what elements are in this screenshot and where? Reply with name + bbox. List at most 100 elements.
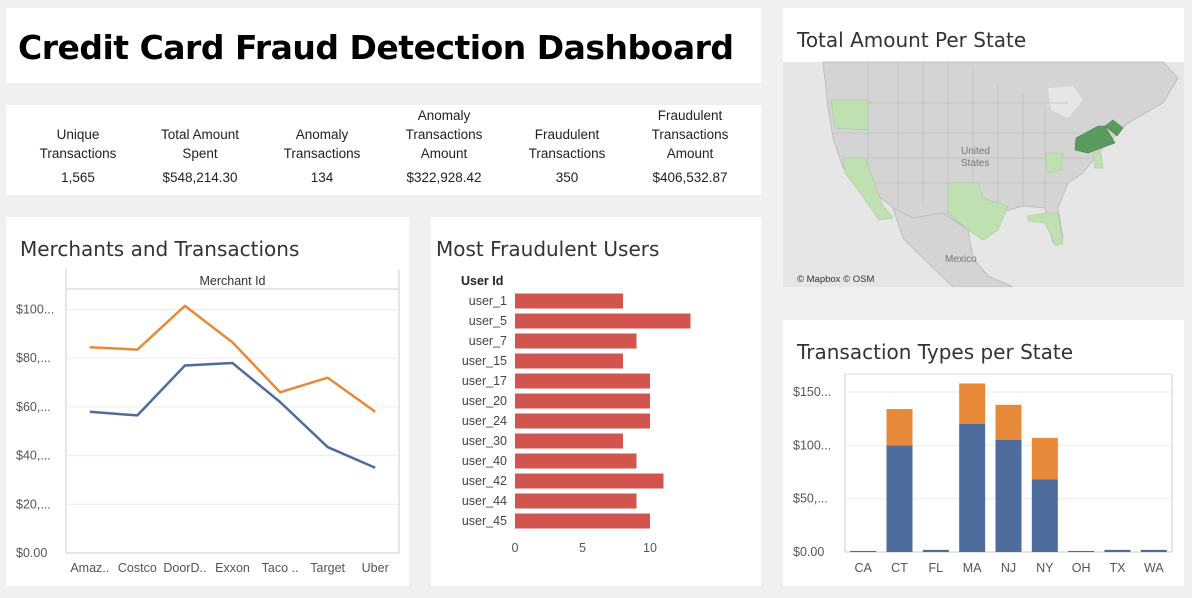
x-tick-label: 10 [643, 541, 657, 555]
kpi-value: $548,214.30 [162, 170, 238, 185]
map-attribution[interactable]: © Mapbox © OSM [797, 274, 875, 285]
y-tick-label: user_15 [462, 354, 507, 368]
x-tick-label: FL [929, 561, 944, 575]
x-tick-label: Costco [118, 561, 157, 575]
y-tick-label: $50,... [793, 492, 828, 506]
kpi-label-line: Transactions [283, 146, 361, 161]
bar-segment [959, 383, 986, 424]
bar [515, 313, 691, 329]
x-tick-label: TX [1110, 561, 1127, 575]
kpi-label-line: Transactions [651, 127, 729, 142]
transaction-types-bar-chart[interactable]: $0.00 $50,... $100... $150... CA CT FL MA NJ NY OH… [783, 320, 1184, 586]
x-tick-label: Exxon [215, 561, 250, 575]
bar-segment [1031, 479, 1058, 552]
header-cell [66, 269, 399, 289]
bar [515, 293, 623, 309]
kpi-value: 1,565 [61, 170, 95, 185]
state-tx [947, 182, 1009, 241]
transaction-types-panel: Transaction Types per State $0.00 $50,...… [783, 320, 1184, 586]
y-tick-label: user_40 [462, 454, 507, 468]
x-tick-label: DoorD.. [163, 561, 206, 575]
state-ca [842, 157, 894, 221]
kpi-value: $322,928.42 [406, 170, 482, 185]
bar [515, 453, 637, 469]
x-tick-label: Taco .. [262, 561, 299, 575]
bar-segment [922, 549, 949, 552]
x-tick-label: WA [1144, 561, 1164, 575]
kpi-panel: Unique Transactions 1,565 Total Amount Spe… [6, 105, 761, 195]
x-tick-label: Target [310, 561, 345, 575]
x-tick-label: NJ [1001, 561, 1016, 575]
x-tick-label: 5 [579, 541, 586, 555]
bar-segment [995, 440, 1022, 552]
kpi-total-amount-spent[interactable]: Total Amount Spent $548,214.30 [140, 105, 260, 195]
state-nj [1092, 152, 1104, 169]
x-tick-label: Uber [362, 561, 389, 575]
y-tick-label: $150... [793, 385, 831, 399]
y-tick-label: user_5 [469, 314, 507, 328]
kpi-label-line: Unique [56, 127, 100, 142]
series-line [89, 361, 376, 469]
bar-segment [886, 445, 913, 552]
y-tick-label: $0.00 [16, 546, 47, 560]
bar-segment [1140, 549, 1167, 552]
chart-title: Total Amount Per State [797, 28, 1027, 52]
y-tick-label: user_24 [462, 414, 507, 428]
kpi-label-line: Transactions [405, 127, 483, 142]
fraudulent-users-bar-chart[interactable]: User Id user_1 user_5 user_7 user_15 user_17u… [431, 217, 761, 586]
state-oh [1044, 152, 1064, 174]
y-tick-label: $100... [793, 438, 831, 452]
kpi-label-line: Transactions [39, 146, 117, 161]
y-tick-label: $40,... [16, 449, 51, 463]
bar-segment [1068, 550, 1095, 552]
kpi-label-line: Amount [666, 146, 714, 161]
bar [515, 493, 637, 509]
mexico-landmass [892, 207, 1014, 287]
kpi-label-line: Anomaly [417, 108, 471, 123]
y-tick-label: $80,... [16, 351, 51, 365]
map-label-us-2: States [961, 158, 989, 169]
bar-segment [886, 409, 913, 446]
x-tick-label: Amaz.. [70, 561, 109, 575]
kpi-anomaly-transactions-amount[interactable]: Anomaly Transactions Amount $322,928.42 [384, 105, 504, 195]
x-tick-label: OH [1072, 561, 1091, 575]
y-axis-title: User Id [461, 274, 503, 288]
kpi-unique-transactions[interactable]: Unique Transactions 1,565 [18, 105, 138, 195]
kpi-value: 350 [555, 170, 579, 185]
state-ny [1074, 125, 1116, 154]
map-label-mexico: Mexico [945, 254, 977, 265]
bar [515, 393, 650, 409]
y-tick-label: $100... [16, 302, 54, 316]
fraudulent-users-panel: Most Fraudulent Users User Id user_1 user_… [431, 217, 761, 586]
state-ma [1104, 119, 1124, 137]
bar-segment [1031, 437, 1058, 480]
kpi-label-line: Spent [182, 146, 218, 161]
y-tick-label: user_45 [462, 514, 507, 528]
bar [515, 333, 637, 349]
chart-title: Most Fraudulent Users [436, 237, 660, 261]
bar-segment [995, 404, 1022, 440]
map-panel: Total Amount Per State United States Mex… [783, 8, 1184, 287]
bar-segment [850, 550, 877, 552]
state-map[interactable]: United States Mexico [783, 8, 1184, 287]
kpi-fraudulent-transactions-amount[interactable]: Fraudulent Transactions Amount $406,532.87 [630, 105, 750, 195]
y-tick-label: user_7 [469, 334, 507, 348]
merchants-line-chart[interactable]: Merchant Id $0.00 $20,... $40,... $60,... $80… [6, 217, 409, 586]
chart-title: Transaction Types per State [797, 340, 1074, 364]
kpi-value: 134 [310, 170, 334, 185]
header-label: Merchant Id [199, 274, 265, 288]
y-tick-label: $60,... [16, 400, 51, 414]
bar [515, 413, 650, 429]
x-tick-label: NY [1036, 561, 1054, 575]
great-lakes [1048, 86, 1083, 118]
y-tick-label: user_1 [469, 294, 507, 308]
bar-segment [1104, 549, 1131, 552]
bar [515, 353, 623, 369]
title-panel: Credit Card Fraud Detection Dashboard [6, 8, 761, 83]
kpi-label-line: Amount [420, 146, 468, 161]
x-tick-label: MA [963, 561, 982, 575]
x-tick-label: CA [854, 561, 872, 575]
kpi-fraudulent-transactions[interactable]: Fraudulent Transactions 350 [507, 105, 627, 195]
kpi-anomaly-transactions[interactable]: Anomaly Transactions 134 [262, 105, 382, 195]
y-tick-label: user_17 [462, 374, 507, 388]
